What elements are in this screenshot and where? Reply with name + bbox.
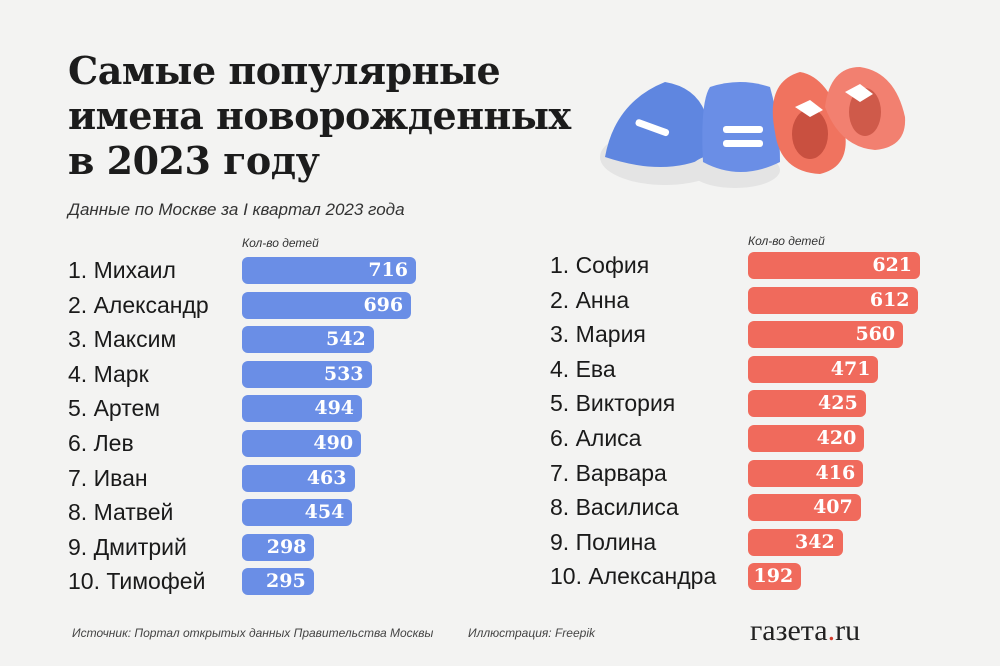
- data-label: 425: [818, 392, 858, 415]
- baby-shoes-icon: [600, 67, 906, 188]
- category-label: 9. Полина: [550, 528, 657, 555]
- bar: 696: [242, 291, 412, 319]
- bar: 407: [748, 494, 861, 522]
- category-label: 8. Матвей: [68, 499, 174, 526]
- category-label: 2. Анна: [550, 286, 630, 313]
- bar: 463: [242, 464, 355, 492]
- category-label: 2. Александр: [68, 291, 209, 318]
- data-label: 471: [830, 357, 871, 380]
- category-label: 7. Варвара: [550, 459, 667, 486]
- category-label: 9. Дмитрий: [68, 533, 187, 560]
- category-label: 1. Михаил: [68, 257, 176, 283]
- data-label: 560: [855, 323, 896, 346]
- bar: 621: [748, 252, 921, 279]
- category-label: 5. Виктория: [550, 390, 676, 417]
- bar: 533: [242, 360, 372, 388]
- category-label: 10. Тимофей: [68, 568, 206, 595]
- data-label: 420: [816, 427, 857, 449]
- bar: 295: [242, 568, 314, 596]
- category-label: 4. Марк: [68, 360, 149, 387]
- category-label: 6. Лев: [68, 430, 134, 456]
- category-label: 5. Артем: [68, 395, 161, 422]
- data-label: 716: [368, 259, 408, 281]
- category-label: 4. Ева: [550, 355, 616, 382]
- bar: 454: [242, 499, 353, 527]
- category-label: 8. Василиса: [550, 494, 679, 521]
- bar: 716: [242, 257, 416, 284]
- bar: 425: [748, 390, 866, 418]
- data-label: 494: [314, 397, 355, 420]
- data-label: 533: [323, 362, 364, 385]
- category-label: 10. Александра: [550, 563, 717, 590]
- category-label: 3. Мария: [550, 321, 646, 348]
- data-label: 416: [815, 461, 856, 484]
- category-label: 6. Алиса: [550, 425, 642, 451]
- data-label: 696: [363, 293, 404, 316]
- bar: 494: [242, 395, 363, 423]
- axis-label: Кол-во детей: [748, 234, 825, 248]
- bar: 471: [748, 355, 879, 383]
- bar: 420: [748, 425, 865, 452]
- data-label: 298: [266, 535, 307, 558]
- category-label: 1. София: [550, 252, 650, 278]
- data-label: 463: [306, 466, 347, 489]
- subtitle: Данные по Москве за I квартал 2023 года: [68, 200, 405, 219]
- illustration-credit: Иллюстрация: Freepik: [468, 626, 595, 640]
- data-label: 621: [872, 254, 913, 276]
- category-label: 7. Иван: [68, 464, 148, 491]
- category-label: 3. Максим: [68, 326, 177, 353]
- axis-label: Кол-во детей: [242, 236, 319, 250]
- bar: 560: [748, 321, 904, 349]
- logo: газета.ru: [750, 614, 861, 647]
- bar: 192: [748, 563, 802, 591]
- bar: 298: [242, 533, 315, 561]
- bar: 612: [748, 286, 918, 314]
- data-label: 407: [813, 496, 853, 519]
- data-label: 612: [869, 288, 910, 311]
- bar: 342: [748, 528, 843, 556]
- data-label: 295: [266, 570, 306, 593]
- data-label: 454: [304, 501, 345, 524]
- bar: 416: [748, 459, 864, 487]
- bar: 542: [242, 326, 374, 354]
- data-label: 192: [753, 565, 794, 588]
- page-title: Самые популярные имена новорожденных в 2…: [68, 48, 571, 183]
- data-label: 542: [326, 328, 366, 351]
- source-note: Источник: Портал открытых данных Правите…: [72, 626, 434, 640]
- bar: 490: [242, 430, 362, 457]
- data-label: 490: [313, 432, 354, 454]
- data-label: 342: [795, 530, 835, 553]
